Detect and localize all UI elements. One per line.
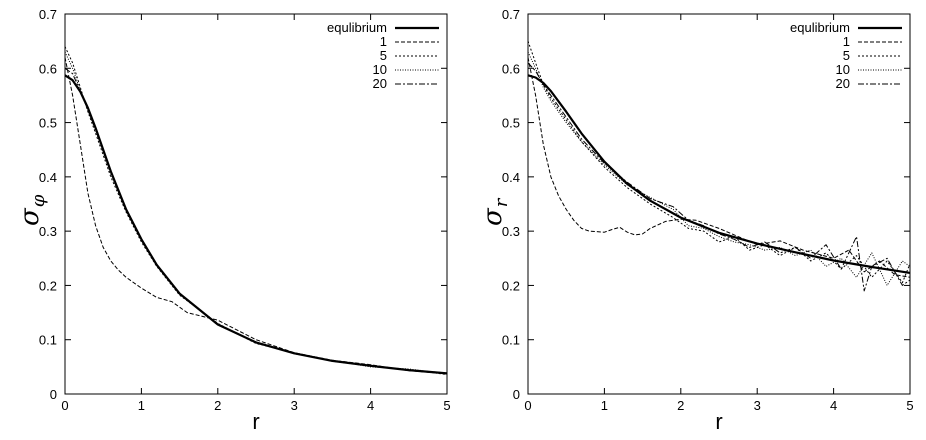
plot-frame xyxy=(527,13,911,395)
series-line-1 xyxy=(527,57,911,278)
legend-label: 20 xyxy=(836,76,850,91)
y-tick-label: 0.2 xyxy=(39,278,57,293)
legend-label: 5 xyxy=(843,48,850,63)
legend-label: 5 xyxy=(380,48,387,63)
legend-label: 10 xyxy=(373,62,387,77)
x-tick-label: 1 xyxy=(601,398,608,413)
x-tick-label: 2 xyxy=(214,398,221,413)
y-tick-label: 0.4 xyxy=(502,170,520,185)
legend-label: equlibrium xyxy=(790,20,850,35)
series-line-20 xyxy=(64,67,448,374)
legend-label: 10 xyxy=(836,62,850,77)
x-tick-label: 5 xyxy=(443,398,450,413)
series-line-equlibrium xyxy=(527,74,911,274)
series-line-10 xyxy=(527,51,911,286)
x-tick-label: 0 xyxy=(524,398,531,413)
chart-sigma-phi: 0 1 2 3 4 5 0 0.1 0.2 0.3 0.4 0.5 0.6 0.7 r σφ equlibriu… xyxy=(15,7,451,434)
x-tick-label: 1 xyxy=(138,398,145,413)
y-tick-label: 0.7 xyxy=(502,7,520,22)
x-tick-label: 3 xyxy=(754,398,761,413)
series-line-5 xyxy=(64,46,448,375)
chart-sigma-phi-svg: 0 1 2 3 4 5 0 0.1 0.2 0.3 0.4 0.5 0.6 0.7 r σφ equlibriu… xyxy=(15,7,451,434)
legend-label: 20 xyxy=(373,76,387,91)
y-tick-label: 0.2 xyxy=(502,278,520,293)
y-tick-label: 0.1 xyxy=(39,333,57,348)
x-tick-label: 4 xyxy=(830,398,837,413)
x-tick-label: 4 xyxy=(367,398,374,413)
x-tick-label: 0 xyxy=(61,398,68,413)
legend-label: 1 xyxy=(843,34,850,49)
y-tick-label: 0 xyxy=(513,387,520,402)
y-axis-label: σφ xyxy=(15,194,49,226)
series-line-equlibrium xyxy=(64,74,448,375)
y-tick-label: 0.5 xyxy=(502,116,520,131)
x-axis-label: r xyxy=(252,409,259,434)
series-line-20 xyxy=(527,62,911,292)
legend-label: 1 xyxy=(380,34,387,49)
y-tick-label: 0.6 xyxy=(39,61,57,76)
y-tick-label: 0.3 xyxy=(502,224,520,239)
chart-sigma-r: 0 1 2 3 4 5 0 0.1 0.2 0.3 0.4 0.5 0.6 0.7 r σr equlibriu… xyxy=(463,0,926,440)
x-axis-label: r xyxy=(715,409,722,434)
y-tick-label: 0 xyxy=(50,387,57,402)
y-tick-label: 0.3 xyxy=(39,224,57,239)
x-tick-label: 2 xyxy=(677,398,684,413)
series-line-1 xyxy=(64,57,448,375)
chart-sigma-r-svg: 0 1 2 3 4 5 0 0.1 0.2 0.3 0.4 0.5 0.6 0.7 r σr equlibriu… xyxy=(478,7,914,434)
plot-frame xyxy=(64,13,448,395)
x-tick-label: 5 xyxy=(906,398,913,413)
y-tick-label: 0.4 xyxy=(39,170,57,185)
legend-label: equlibrium xyxy=(327,20,387,35)
y-axis-label: σr xyxy=(478,197,512,226)
x-tick-label: 3 xyxy=(291,398,298,413)
y-tick-label: 0.5 xyxy=(39,116,57,131)
y-tick-label: 0.6 xyxy=(502,61,520,76)
y-tick-label: 0.1 xyxy=(502,333,520,348)
series-line-10 xyxy=(64,51,448,375)
series-line-5 xyxy=(527,40,911,284)
y-tick-label: 0.7 xyxy=(39,7,57,22)
